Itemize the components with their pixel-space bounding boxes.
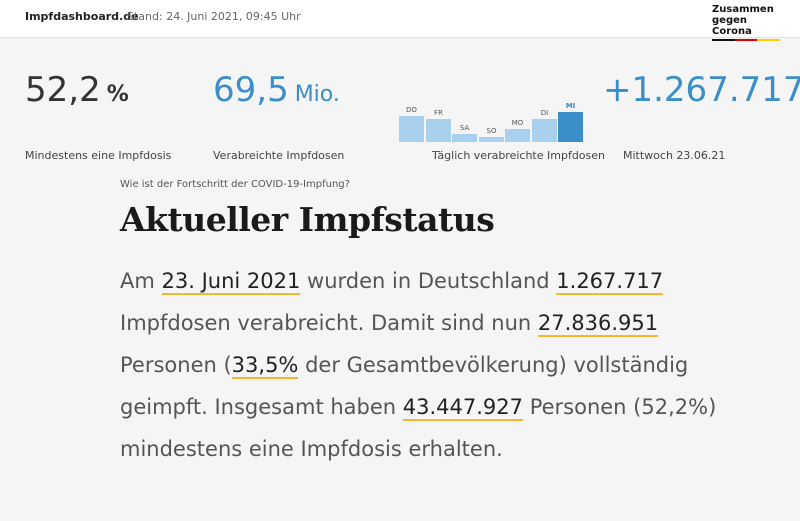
first-dose-unit: %: [106, 82, 129, 107]
bar-so[interactable]: [479, 137, 504, 142]
bar-mi[interactable]: [558, 112, 583, 142]
text-segment: Impfdosen verabreicht. Damit sind nun: [120, 311, 538, 335]
bar-label-mi: MI: [565, 102, 576, 110]
zusammen-gegen-corona-logo[interactable]: Zusammen gegen Corona: [712, 4, 782, 41]
section-kicker: Wie ist der Fortschritt der COVID-19-Imp…: [120, 179, 350, 190]
text-segment: Personen (: [120, 353, 232, 377]
text-segment: der Gesamtbevölkerung) vollständig geimp…: [120, 353, 689, 419]
daily-chart-label: Täglich verabreichte Impfdosen: [432, 149, 606, 162]
flag-gold: [757, 39, 781, 41]
text-segment: Personen (52,2%) mindestens eine Impfdos…: [120, 395, 717, 461]
total-doses-label: Verabreichte Impfdosen: [213, 149, 345, 162]
bar-label-fr: FR: [434, 109, 443, 117]
first-dose-label: Mindestens eine Impfdosis: [25, 149, 172, 162]
highlight-fully-vaccinated: 27.836.951: [537, 311, 659, 337]
german-flag-stripe: [712, 39, 781, 41]
top-bar: Impfdashboard.de Stand: 24. Juni 2021, 0…: [0, 0, 800, 41]
logo-line-2: gegen Corona: [712, 15, 752, 37]
text-segment: wurden in Deutschland: [300, 269, 557, 293]
bar-label-mo: MO: [511, 119, 524, 127]
daily-doses-chart[interactable]: DO FR SA SO MO DI MI: [399, 100, 583, 142]
bar-do[interactable]: [399, 116, 424, 142]
bar-sa[interactable]: [452, 134, 477, 142]
text-segment: Am: [120, 269, 162, 293]
first-dose-value: 52,2: [25, 70, 101, 110]
bar-label-do: DO: [406, 106, 417, 114]
bar-mo[interactable]: [505, 129, 530, 142]
data-timestamp: Stand: 24. Juni 2021, 09:45 Uhr: [127, 10, 301, 23]
bar-di[interactable]: [532, 119, 557, 142]
daily-doses-date: Mittwoch 23.06.21: [623, 149, 726, 162]
site-brand[interactable]: Impfdashboard.de: [25, 10, 139, 23]
daily-doses-count: +1.267.717: [603, 70, 800, 110]
main-content: Wie ist der Fortschritt der COVID-19-Imp…: [120, 179, 720, 470]
highlight-daily-doses: 1.267.717: [556, 269, 664, 295]
bar-label-di: DI: [540, 109, 549, 117]
logo-line-1: Zusammen: [712, 4, 774, 15]
first-dose-percentage: 52,2%: [25, 72, 129, 113]
highlight-fully-vaccinated-pct: 33,5%: [231, 353, 299, 379]
flag-red: [734, 39, 758, 41]
total-doses-value: 69,5: [213, 70, 289, 110]
flag-black: [712, 39, 735, 41]
bar-fr[interactable]: [426, 119, 451, 142]
bar-label-so: SO: [486, 127, 497, 135]
page-title: Aktueller Impfstatus: [120, 200, 495, 239]
highlight-first-dose: 43.447.927: [402, 395, 524, 421]
total-doses-unit: Mio.: [294, 82, 340, 107]
status-paragraph: Am 23. Juni 2021 wurden in Deutschland 1…: [120, 260, 720, 470]
highlight-date: 23. Juni 2021: [161, 269, 301, 295]
total-doses: 69,5 Mio.: [213, 72, 340, 113]
stats-row: 52,2% Mindestens eine Impfdosis 69,5 Mio.…: [0, 38, 800, 162]
bar-label-sa: SA: [459, 124, 470, 132]
